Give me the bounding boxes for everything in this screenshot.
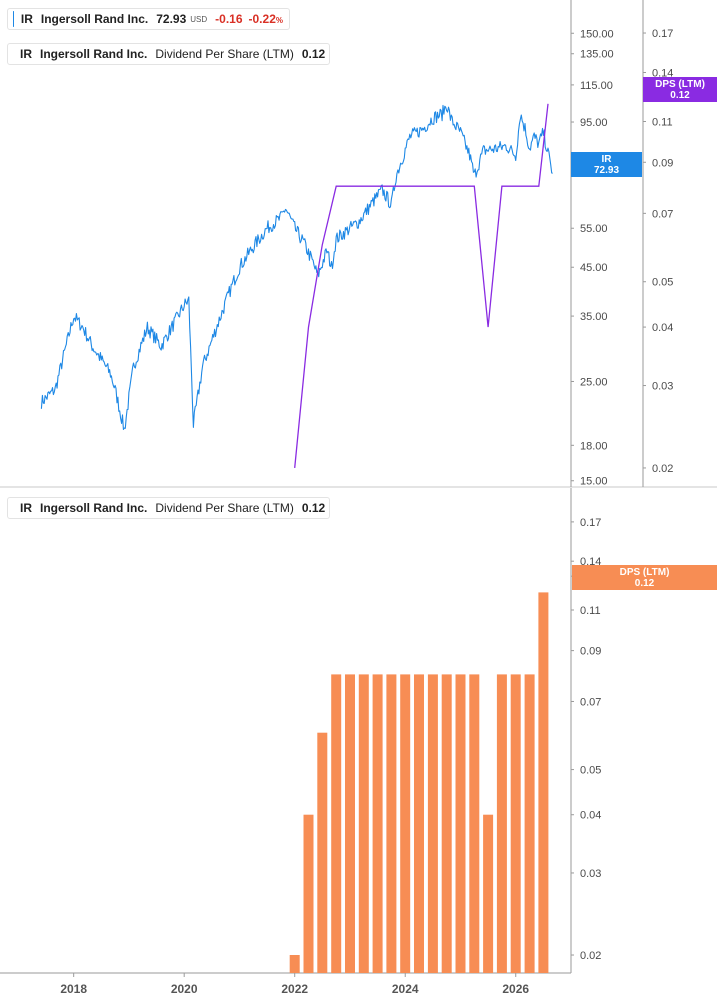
dps-bottom-legend-symbol: IR xyxy=(20,501,32,515)
price-legend-change-pct-value: -0.22 xyxy=(248,12,276,26)
x-tick-label-0: 2018 xyxy=(60,982,87,996)
dps-top-axis-tick-label-0: 0.02 xyxy=(652,463,673,475)
dps-bottom-legend-metric: Dividend Per Share (LTM) xyxy=(155,501,294,515)
axis-ticks: 15.00 18.00 25.00 35.00 45.00 55.00 95.00 115.0… xyxy=(60,28,673,996)
dps-bar-15 xyxy=(496,674,507,973)
dps-bar-11 xyxy=(441,674,452,973)
dps-top-value-tag: DPS (LTM) 0.12 xyxy=(643,77,717,102)
x-tick-label-2: 2022 xyxy=(281,982,308,996)
dps-bottom-axis-tick-label-9: 0.17 xyxy=(580,517,601,529)
dps-bottom-axis-tick-label-2: 0.04 xyxy=(580,810,601,822)
dps-top-axis-tick-label-3: 0.05 xyxy=(652,277,673,289)
price-legend-symbol: IR xyxy=(20,12,33,26)
dps-top-tag-value: 0.12 xyxy=(670,90,690,101)
dps-bar-9 xyxy=(414,674,424,973)
dps-top-axis-tick-label-9: 0.17 xyxy=(652,28,673,40)
price-tag-label: IR xyxy=(601,154,612,165)
dps-bottom-axis-tick-label-5: 0.09 xyxy=(580,646,601,658)
dps-top-legend-metric: Dividend Per Share (LTM) xyxy=(155,47,294,61)
dps-bar-12 xyxy=(455,674,466,973)
price-series-line xyxy=(40,104,553,431)
price-legend-currency: USD xyxy=(190,14,208,24)
plot-lines xyxy=(40,103,553,468)
dps-bar-1 xyxy=(303,814,314,973)
dps-top-axis-tick-label-8: 0.14 xyxy=(652,67,673,79)
price-axis-tick-label-2: 25.00 xyxy=(580,376,608,388)
dps-top-tag-label: DPS (LTM) xyxy=(655,79,705,90)
dps-bottom-tag-value: 0.12 xyxy=(634,578,655,589)
price-tag-value: 72.93 xyxy=(593,165,620,176)
price-axis-tick-label-5: 55.00 xyxy=(580,223,608,235)
dps-bar-13 xyxy=(469,674,480,973)
dps-bar-18 xyxy=(538,592,549,973)
dps-bottom-axis-tick-label-3: 0.05 xyxy=(580,765,601,777)
dps-top-legend-symbol: IR xyxy=(20,47,32,61)
dps-bottom-axis-tick-label-0: 0.02 xyxy=(580,950,601,962)
dps-bar-3 xyxy=(331,674,342,973)
dps-bar-17 xyxy=(524,674,535,973)
dps-bars xyxy=(289,592,549,973)
dps-bar-4 xyxy=(345,674,355,973)
x-tick-label-4: 2026 xyxy=(502,982,529,996)
dps-top-axis-tick-label-4: 0.07 xyxy=(652,208,673,220)
dps-top-axis-tick-label-6: 0.11 xyxy=(652,116,673,128)
price-legend[interactable]: IR Ingersoll Rand Inc. 72.93 USD -0.16 -… xyxy=(7,8,290,30)
dps-bottom-tag-label: DPS (LTM) xyxy=(619,567,670,578)
dps-bottom-legend-value: 0.12 xyxy=(301,501,326,515)
dps-top-axis-tick-label-2: 0.04 xyxy=(652,322,673,334)
dps-top-legend[interactable]: IR Ingersoll Rand Inc. Dividend Per Shar… xyxy=(7,43,330,65)
dps-bottom-legend-name: Ingersoll Rand Inc. xyxy=(40,501,148,515)
dps-top-legend-name: Ingersoll Rand Inc. xyxy=(40,47,148,61)
dps-bar-2 xyxy=(317,732,328,973)
price-legend-swatch xyxy=(13,11,14,27)
price-axis-tick-label-1: 18.00 xyxy=(580,440,608,452)
price-axis-tick-label-9: 150.00 xyxy=(580,28,614,40)
dps-bar-5 xyxy=(358,674,369,973)
dps-bar-10 xyxy=(427,674,438,973)
dps-bottom-axis-tick-label-6: 0.11 xyxy=(580,605,601,617)
dps-bar-0 xyxy=(289,955,300,973)
dps-top-legend-value: 0.12 xyxy=(301,47,326,61)
dps-bottom-legend[interactable]: IR Ingersoll Rand Inc. Dividend Per Shar… xyxy=(7,497,330,519)
x-tick-label-1: 2020 xyxy=(171,982,198,996)
dps-bar-8 xyxy=(400,674,411,973)
price-legend-pct-sign: % xyxy=(275,16,283,25)
dps-bar-7 xyxy=(386,674,397,973)
dps-bottom-axis-tick-label-4: 0.07 xyxy=(580,696,601,708)
price-axis-tick-label-7: 115.00 xyxy=(580,80,613,92)
dps-series-line xyxy=(294,103,549,468)
price-legend-change: -0.16 xyxy=(215,12,243,26)
dps-bar-14 xyxy=(483,814,494,973)
price-axis-tick-label-6: 95.00 xyxy=(580,117,608,129)
price-axis-tick-label-3: 35.00 xyxy=(580,311,608,323)
price-legend-change-pct: -0.22% xyxy=(249,12,283,26)
price-value-tag: IR 72.93 xyxy=(571,152,642,177)
price-axis-tick-label-0: 15.00 xyxy=(580,476,608,488)
dps-bottom-axis-tick-label-1: 0.03 xyxy=(580,868,601,880)
price-legend-name: Ingersoll Rand Inc. xyxy=(40,12,149,26)
dps-bar-6 xyxy=(372,674,383,973)
dps-bar-16 xyxy=(510,674,521,973)
price-axis-tick-label-4: 45.00 xyxy=(580,262,608,274)
x-tick-label-3: 2024 xyxy=(392,982,419,996)
price-axis-tick-label-8: 135.00 xyxy=(580,49,614,61)
dps-bottom-value-tag: DPS (LTM) 0.12 xyxy=(572,565,717,590)
dps-top-axis-tick-label-5: 0.09 xyxy=(652,157,673,169)
price-legend-value: 72.93 xyxy=(156,12,187,26)
dps-top-axis-tick-label-1: 0.03 xyxy=(652,381,673,393)
